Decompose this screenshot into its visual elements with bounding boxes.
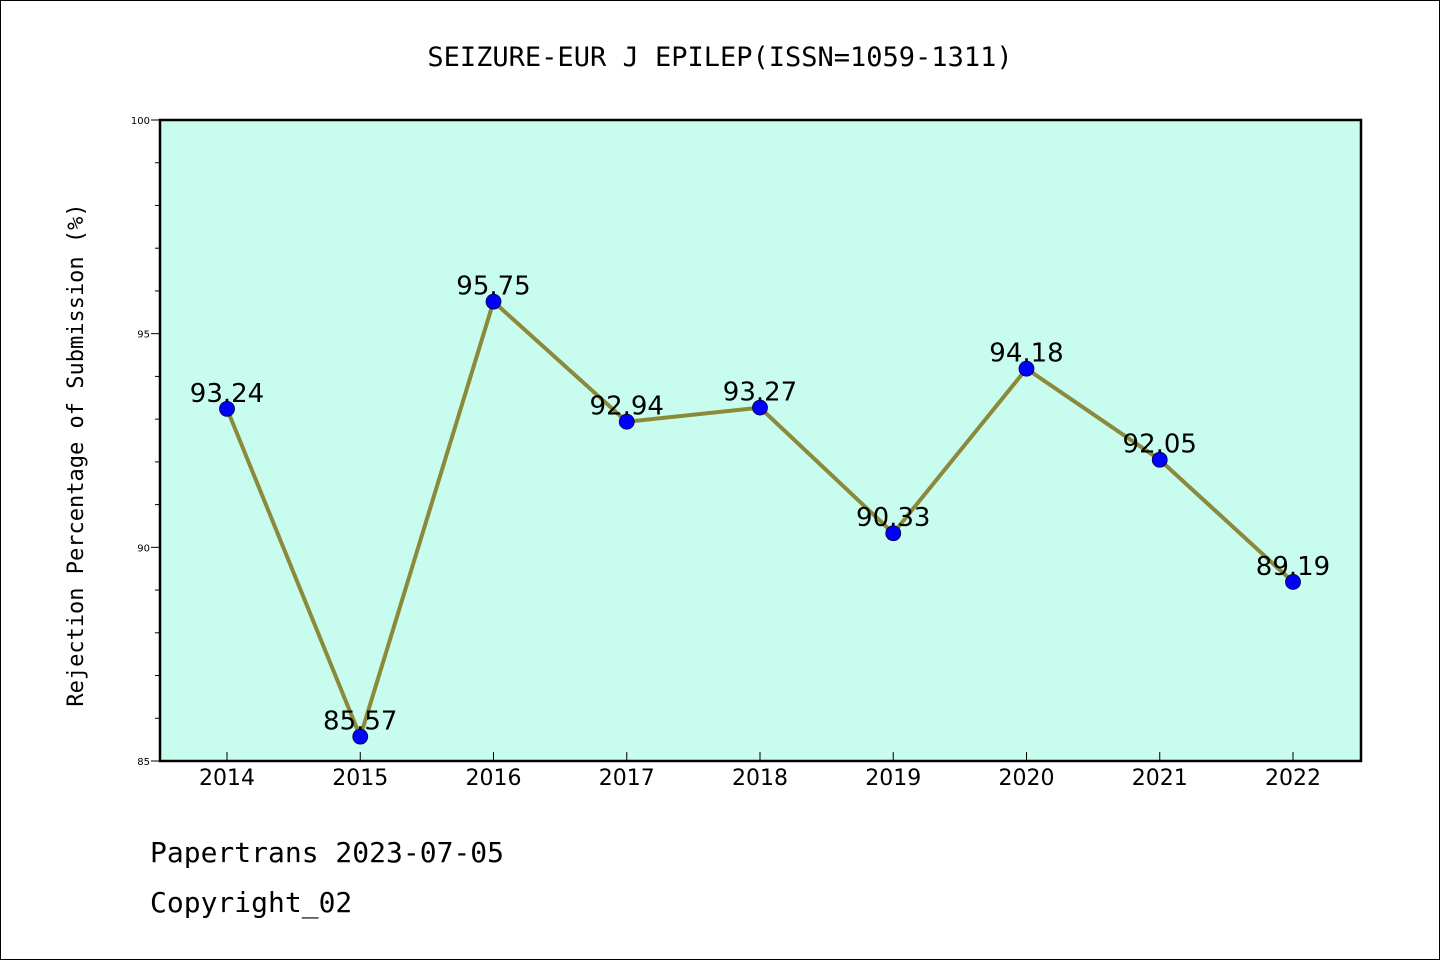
data-point (1285, 574, 1301, 590)
x-tick-label: 2015 (332, 766, 388, 791)
data-markers (219, 293, 1301, 745)
y-tick-label: 100 (131, 116, 150, 127)
x-tick-label: 2020 (999, 766, 1055, 791)
data-label: 93.24 (190, 379, 264, 409)
x-tick-label: 2021 (1132, 766, 1188, 791)
plot-border (158, 118, 1363, 763)
x-tick-label: 2014 (199, 766, 255, 791)
x-tick-label: 2018 (732, 766, 788, 791)
x-tick-label: 2022 (1265, 766, 1321, 791)
data-point (885, 525, 902, 542)
data-label: 94.18 (989, 339, 1063, 369)
y-tick-label: 90 (137, 543, 150, 554)
data-label: 95.75 (456, 272, 530, 302)
data-label: 85.57 (323, 707, 397, 737)
data-label: 89.19 (1256, 552, 1330, 582)
data-label: 92.05 (1123, 430, 1197, 460)
x-tick-label: 2016 (466, 766, 522, 791)
footer-copyright: Copyright_02 (150, 886, 353, 919)
y-tick-label: 85 (137, 757, 150, 768)
x-tick-label: 2019 (865, 766, 921, 791)
y-axis-label: Rejection Percentage of Submission (%) (64, 203, 89, 706)
data-label: 92.94 (590, 392, 664, 422)
data-point (618, 413, 635, 430)
data-point (1018, 360, 1035, 377)
x-tick-label: 2017 (599, 766, 655, 791)
y-axis-ticks: 85 90 95 100 (131, 116, 160, 768)
data-point (219, 400, 235, 417)
data-labels: 93.24 85.57 95.75 92.94 93.27 90.33 94.18 92.05… (190, 272, 1330, 737)
y-tick-label: 95 (137, 330, 150, 341)
data-point (352, 728, 369, 745)
footer-date: Papertrans 2023-07-05 (150, 836, 505, 869)
data-point (1151, 451, 1168, 468)
data-label: 93.27 (723, 378, 797, 408)
data-point (752, 399, 768, 416)
x-axis-ticks: 2014 2015 2016 2017 2018 2019 2020 2021 2022 (199, 752, 1321, 791)
plot-area (160, 120, 1361, 761)
chart-title: SEIZURE-EUR J EPILEP(ISSN=1059-1311) (427, 42, 1012, 73)
data-point (485, 293, 502, 310)
data-label: 90.33 (856, 503, 930, 533)
